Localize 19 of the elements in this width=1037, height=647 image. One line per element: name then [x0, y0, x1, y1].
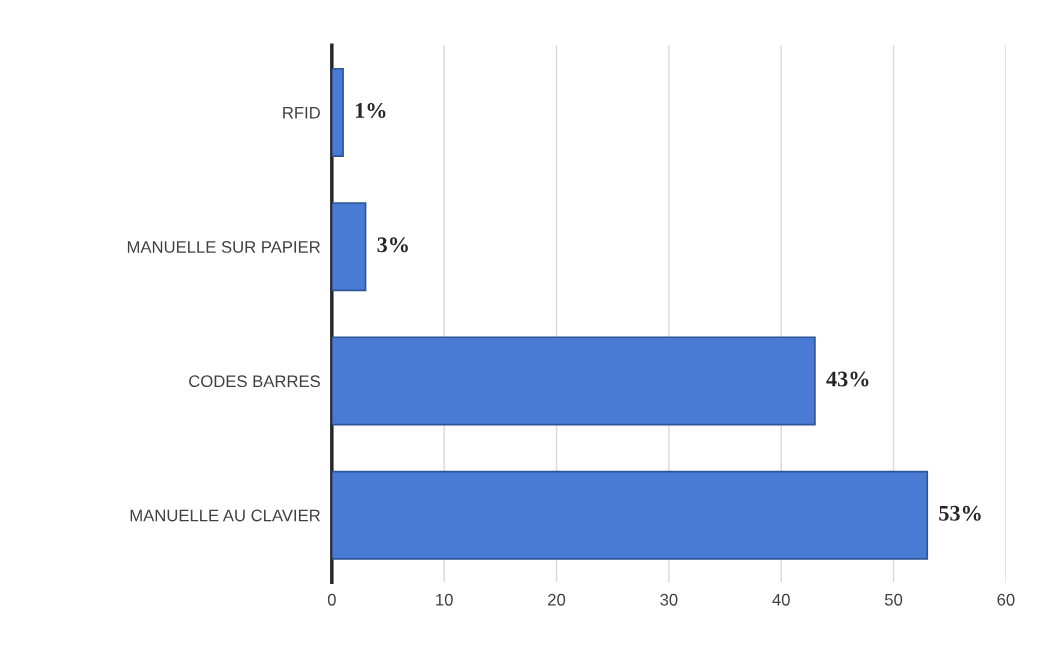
- x-tick-label: 40: [772, 593, 790, 606]
- bar: [331, 202, 367, 292]
- data-label: 1%: [355, 102, 386, 119]
- y-tick-label: CODES BARRES: [189, 375, 320, 388]
- bar: [331, 470, 929, 560]
- x-tick-label: 20: [548, 593, 566, 606]
- y-tick-label: RFID: [283, 106, 320, 119]
- x-tick-label: 0: [327, 593, 336, 606]
- x-tick-label: 60: [997, 593, 1015, 606]
- y-tick-label: MANUELLE AU CLAVIER: [130, 509, 320, 522]
- x-tick-label: 30: [660, 593, 678, 606]
- data-label: 53%: [939, 505, 981, 521]
- bar: [331, 67, 344, 157]
- x-tick-label: 50: [884, 593, 903, 606]
- bar: [331, 336, 816, 426]
- data-label: 43%: [826, 371, 869, 387]
- x-tick-label: 10: [436, 593, 453, 606]
- data-label: 3%: [377, 237, 408, 253]
- y-tick-label: MANUELLE SUR PAPIER: [127, 241, 320, 253]
